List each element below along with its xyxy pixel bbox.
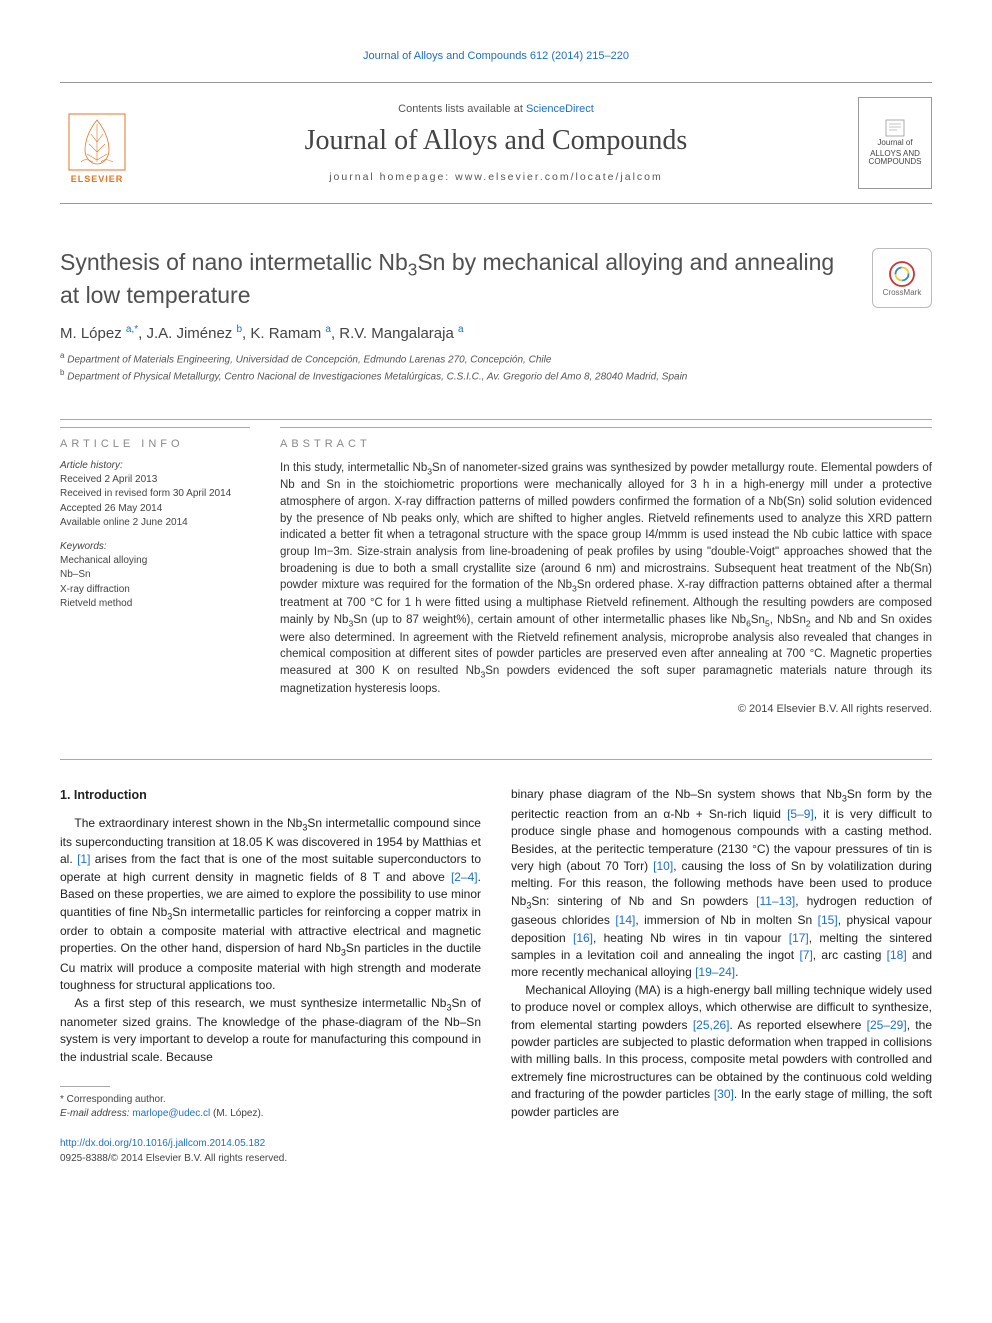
corresponding-author-note: * Corresponding author. E-mail address: … — [60, 1093, 481, 1121]
keyword: Nb–Sn — [60, 568, 250, 583]
elsevier-tree-icon — [67, 112, 127, 172]
cover-mark-icon — [885, 119, 905, 137]
cover-label-main: ALLOYS AND COMPOUNDS — [861, 150, 929, 168]
email-line: E-mail address: marlope@udec.cl (M. Lópe… — [60, 1107, 481, 1121]
history-item: Available online 2 June 2014 — [60, 516, 250, 531]
article-history-list: Received 2 April 2013 Received in revise… — [60, 473, 250, 531]
history-item: Accepted 26 May 2014 — [60, 502, 250, 517]
abstract-heading: ABSTRACT — [280, 438, 932, 450]
meta-row: ARTICLE INFO Article history: Received 2… — [60, 419, 932, 716]
email-affil: (M. López). — [210, 1108, 263, 1119]
keyword: Mechanical alloying — [60, 554, 250, 569]
header-center: Contents lists available at ScienceDirec… — [134, 103, 858, 183]
elsevier-logo[interactable]: ELSEVIER — [60, 102, 134, 184]
abstract-text: In this study, intermetallic Nb3Sn of na… — [280, 460, 932, 698]
crossmark-icon — [888, 260, 916, 288]
sciencedirect-link[interactable]: ScienceDirect — [526, 103, 594, 115]
homepage-url[interactable]: www.elsevier.com/locate/jalcom — [455, 171, 663, 183]
keywords-heading: Keywords: — [60, 541, 250, 552]
elsevier-logo-text: ELSEVIER — [71, 174, 124, 184]
body-column-right: binary phase diagram of the Nb–Sn system… — [511, 786, 932, 1166]
affiliation-a-text: Department of Materials Engineering, Uni… — [67, 354, 551, 365]
body-paragraph: As a first step of this research, we mus… — [60, 995, 481, 1067]
crossmark-badge[interactable]: CrossMark — [872, 248, 932, 308]
authors-line: M. López a,*, J.A. Jiménez b, K. Ramam a… — [60, 324, 932, 342]
header-band: ELSEVIER Contents lists available at Sci… — [60, 82, 932, 204]
cover-label-top: Journal of — [877, 139, 912, 148]
section-heading-intro: 1. Introduction — [60, 786, 481, 804]
contents-prefix: Contents lists available at — [398, 103, 526, 115]
journal-cover-thumbnail[interactable]: Journal of ALLOYS AND COMPOUNDS — [858, 97, 932, 189]
article-history-heading: Article history: — [60, 460, 250, 471]
affiliation-a: a Department of Materials Engineering, U… — [60, 350, 932, 367]
body-column-left: 1. Introduction The extraordinary intere… — [60, 786, 481, 1166]
keyword: Rietveld method — [60, 597, 250, 612]
corresponding-label: * Corresponding author. — [60, 1093, 481, 1107]
issn-copyright: 0925-8388/© 2014 Elsevier B.V. All right… — [60, 1152, 481, 1167]
homepage-prefix: journal homepage: — [329, 171, 455, 183]
crossmark-label: CrossMark — [883, 288, 922, 297]
top-citation[interactable]: Journal of Alloys and Compounds 612 (201… — [60, 50, 932, 62]
footnote-separator — [60, 1086, 110, 1087]
affiliations: a Department of Materials Engineering, U… — [60, 350, 932, 385]
history-item: Received in revised form 30 April 2014 — [60, 487, 250, 502]
body-paragraph: Mechanical Alloying (MA) is a high-energ… — [511, 982, 932, 1121]
contents-lists-line: Contents lists available at ScienceDirec… — [134, 103, 858, 115]
article-info-column: ARTICLE INFO Article history: Received 2… — [60, 427, 250, 716]
email-address[interactable]: marlope@udec.cl — [132, 1108, 210, 1119]
affiliation-b: b Department of Physical Metallurgy, Cen… — [60, 367, 932, 384]
homepage-line: journal homepage: www.elsevier.com/locat… — [134, 171, 858, 183]
journal-title: Journal of Alloys and Compounds — [134, 125, 858, 157]
article-title: Synthesis of nano intermetallic Nb3Sn by… — [60, 248, 852, 310]
article-info-heading: ARTICLE INFO — [60, 438, 250, 450]
body-columns: 1. Introduction The extraordinary intere… — [60, 759, 932, 1166]
email-label: E-mail address: — [60, 1108, 132, 1119]
abstract-column: ABSTRACT In this study, intermetallic Nb… — [280, 427, 932, 716]
doi-block: http://dx.doi.org/10.1016/j.jallcom.2014… — [60, 1137, 481, 1166]
doi-link[interactable]: http://dx.doi.org/10.1016/j.jallcom.2014… — [60, 1137, 481, 1152]
body-paragraph: binary phase diagram of the Nb–Sn system… — [511, 786, 932, 981]
abstract-copyright: © 2014 Elsevier B.V. All rights reserved… — [280, 703, 932, 715]
history-item: Received 2 April 2013 — [60, 473, 250, 488]
keywords-list: Mechanical alloying Nb–Sn X-ray diffract… — [60, 554, 250, 612]
keyword: X-ray diffraction — [60, 583, 250, 598]
page: Journal of Alloys and Compounds 612 (201… — [0, 0, 992, 1216]
title-row: Synthesis of nano intermetallic Nb3Sn by… — [60, 248, 932, 310]
affiliation-b-text: Department of Physical Metallurgy, Centr… — [67, 372, 687, 383]
body-paragraph: The extraordinary interest shown in the … — [60, 815, 481, 995]
